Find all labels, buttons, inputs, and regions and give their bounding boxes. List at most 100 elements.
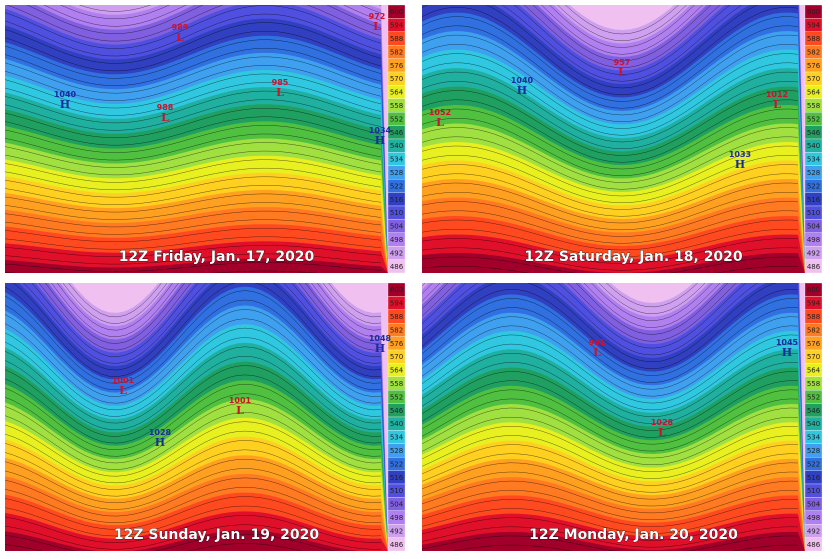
contour-line: [5, 449, 382, 497]
colorbar-label: 498: [807, 514, 820, 522]
colorbar-label: 576: [807, 62, 821, 70]
contour-line: [422, 7, 799, 96]
pressure-value: 1033: [729, 150, 751, 159]
contour-line: [5, 90, 382, 124]
contour-line: [513, 5, 731, 75]
contour-line: [422, 283, 777, 363]
colorbar-label: 498: [390, 514, 403, 522]
contour-line: [422, 34, 799, 116]
pressure-value: 1001: [229, 396, 252, 405]
pressure-value: 972: [369, 12, 386, 21]
pressure-value: 985: [272, 78, 289, 87]
contour-line: [5, 99, 382, 131]
pressure-letter: L: [773, 98, 781, 111]
contour-line: [5, 5, 382, 49]
pressure-value: 991: [589, 338, 606, 347]
contour-line: [5, 108, 382, 139]
contour-line: [5, 290, 382, 384]
contour-line: [5, 245, 382, 257]
contour-line: [5, 185, 382, 205]
colorbar-label: 576: [390, 340, 404, 348]
contour-line: [422, 25, 799, 109]
contour-line: [422, 283, 706, 315]
colorbar-label: 558: [390, 380, 403, 388]
pressure-value: 988: [157, 103, 174, 112]
contour-line: [422, 325, 799, 397]
contour-line: [6, 5, 382, 42]
contour-line: [422, 16, 799, 102]
contour-line: [422, 53, 799, 129]
contour-line: [5, 421, 382, 477]
colorbar-label: 570: [807, 75, 820, 83]
contour-line: [422, 283, 737, 342]
contour-line: [422, 517, 799, 541]
colorbar-label: 510: [807, 487, 820, 495]
colorbar-label: 588: [807, 35, 820, 43]
colorbar-label: 522: [390, 182, 403, 190]
colorbar-label: 486: [390, 263, 404, 271]
contour-line: [422, 416, 799, 466]
contour-line: [422, 182, 799, 224]
pressure-letter: H: [375, 342, 385, 355]
panel-caption: 12Z Friday, Jan. 17, 2020: [119, 249, 315, 265]
contour-line: [422, 283, 713, 321]
pressure-letter: L: [593, 346, 601, 359]
colorbar-label: 594: [807, 22, 821, 30]
contour-line: [62, 283, 382, 324]
contour-line: [422, 155, 799, 204]
pressure-letter: H: [782, 346, 792, 359]
colorbar-label: 600: [390, 8, 403, 16]
map-panel: 600 594 588 582 576 570 564 558 552 546 540 534 528 5…: [422, 4, 823, 274]
contour-line: [5, 202, 382, 220]
contour-line: [422, 118, 799, 177]
contour-line: [422, 283, 758, 356]
colorbar-label: 558: [807, 102, 820, 110]
colorbar-label: 510: [807, 209, 820, 217]
pressure-letter: H: [375, 134, 385, 147]
pressure-letter: L: [236, 404, 244, 417]
contour-line: [422, 283, 747, 349]
contour-line: [5, 150, 382, 176]
contour-line: [5, 543, 303, 551]
contour-line: [541, 5, 703, 55]
contour-line: [5, 337, 382, 417]
contour-line: [5, 210, 382, 228]
contour-line: [532, 5, 712, 62]
contour-line: [422, 283, 721, 328]
colorbar-label: 576: [807, 340, 821, 348]
contour-line: [43, 5, 382, 27]
colorbar-label: 492: [390, 527, 403, 535]
colorbar-label: 528: [807, 169, 820, 177]
colorbar-label: 522: [390, 460, 403, 468]
colorbar-label: 504: [390, 501, 404, 509]
pressure-value: 1012: [766, 90, 788, 99]
contour-line: [422, 453, 799, 493]
contour-line: [422, 426, 799, 472]
contour-line: [5, 262, 382, 272]
colorbar-label: 486: [807, 541, 821, 549]
colorbar-label: 528: [807, 447, 820, 455]
colorbar-label: 534: [807, 434, 821, 442]
panel-caption: 12Z Sunday, Jan. 19, 2020: [114, 527, 320, 543]
colorbar-label: 552: [807, 115, 820, 123]
contour-line: [5, 374, 382, 444]
panel-caption: 12Z Monday, Jan. 20, 2020: [529, 527, 738, 543]
contour-line: [5, 487, 382, 523]
pressure-letter: L: [618, 66, 626, 79]
pressure-letter: L: [176, 31, 184, 44]
contour-line: [422, 283, 729, 335]
colorbar-label: 528: [390, 169, 403, 177]
colorbar-label: 582: [390, 48, 403, 56]
contour-line: [422, 256, 799, 273]
colorbar-label: 504: [390, 223, 404, 231]
contour-line: [5, 458, 382, 504]
contour-line: [5, 318, 382, 404]
colorbar-label: 486: [807, 263, 821, 271]
colorbar-label: 564: [807, 367, 821, 375]
contour-line: [422, 5, 758, 89]
contour-line: [12, 283, 382, 371]
contour-line: [422, 44, 799, 123]
contour-line: [606, 283, 698, 308]
contour-line: [422, 201, 799, 237]
contour-line: [422, 81, 799, 150]
